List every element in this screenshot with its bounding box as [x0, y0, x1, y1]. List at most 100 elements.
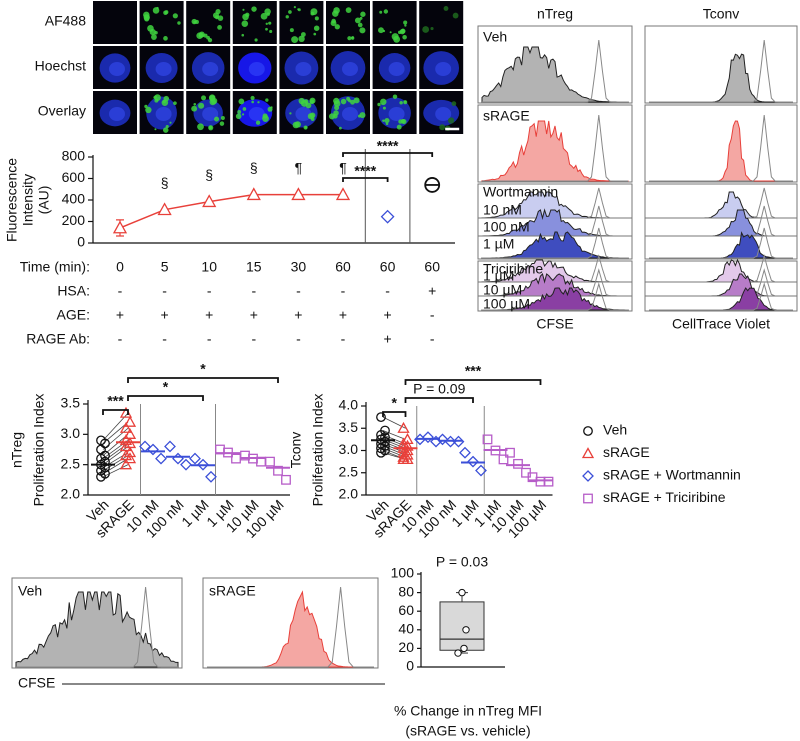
histogram-frame — [644, 25, 798, 104]
table-cell: + — [428, 283, 436, 299]
row-label: Veh — [483, 29, 507, 45]
table-cell: - — [118, 331, 123, 347]
af488-spot — [154, 95, 157, 99]
af488-spot — [345, 7, 352, 13]
row-sublabel: 10 nM — [483, 202, 522, 218]
af488-spot — [332, 10, 339, 17]
af488-spot — [266, 12, 270, 16]
row-label: Triciribine — [483, 261, 543, 277]
histogram — [207, 590, 374, 668]
row-label: Overlay — [38, 103, 86, 119]
y-tick-label: 0 — [406, 658, 414, 674]
nucleus-core — [435, 62, 452, 76]
bracket-label: *** — [107, 393, 124, 409]
af488-spot — [359, 27, 366, 34]
af488-spot — [298, 97, 305, 105]
row-sublabel: 1 µM — [483, 268, 514, 284]
bracket — [342, 177, 389, 182]
data-point — [123, 446, 137, 458]
af488-spot — [331, 18, 336, 24]
y-axis-label: Fluorescence — [4, 158, 20, 242]
table-cell: - — [251, 283, 256, 299]
af488-spot — [197, 123, 204, 131]
af488-spot — [177, 21, 181, 25]
reference-peak — [482, 282, 628, 311]
af488-spot — [242, 8, 245, 11]
af488-spot — [260, 12, 268, 20]
af488-spot — [241, 20, 249, 27]
data-point — [205, 470, 217, 483]
nucleus-core — [388, 62, 405, 76]
data-point — [164, 440, 176, 453]
nucleus-core — [202, 107, 219, 121]
x-tick-label: 15 — [246, 259, 262, 275]
data-point — [119, 440, 133, 452]
af488-spot — [350, 99, 355, 105]
y-tick-label: 3.0 — [61, 425, 81, 441]
af488-spot — [191, 18, 197, 25]
histogram-frame — [644, 260, 798, 312]
x-axis-label: CFSE — [18, 675, 55, 691]
data-point — [119, 434, 133, 446]
nucleus-core — [155, 62, 172, 76]
af488-spot — [404, 24, 407, 27]
af488-spot — [235, 113, 242, 120]
data-point — [291, 187, 306, 201]
table-cell: - — [341, 331, 346, 347]
column-x-label: CFSE — [536, 316, 573, 332]
table-row-label: HSA: — [57, 283, 90, 299]
table-cell: + — [339, 307, 347, 323]
row-sublabel: 100 nM — [483, 219, 530, 235]
af488-spot — [212, 12, 220, 19]
af488-spot — [145, 106, 152, 114]
legend-marker — [582, 470, 594, 482]
x-tick-label: 30 — [291, 259, 307, 275]
af488-spot — [400, 118, 406, 124]
af488-spot — [333, 110, 339, 116]
pair-line — [382, 430, 406, 440]
af488-spot — [219, 121, 225, 126]
af488-spot — [357, 22, 363, 28]
table-cell: + — [116, 307, 124, 323]
data-point — [475, 464, 487, 477]
af488-spot — [154, 98, 159, 103]
pair-line — [102, 446, 129, 465]
af488-spot — [169, 121, 172, 124]
table-cell: - — [118, 283, 123, 299]
table-row-label: RAGE Ab: — [26, 331, 90, 347]
data-point — [460, 644, 468, 653]
data-point — [123, 415, 137, 427]
histogram — [649, 120, 793, 182]
nucleus-core — [435, 107, 452, 121]
data-point — [96, 444, 106, 455]
micro-image — [93, 1, 137, 44]
af488-spot — [447, 117, 455, 124]
nucleus-core — [248, 107, 265, 121]
data-point — [422, 431, 434, 444]
af488-spot — [154, 128, 157, 131]
data-point — [112, 220, 128, 234]
histogram-frame — [644, 104, 798, 183]
nucleus-core — [388, 107, 405, 121]
af488-spot — [163, 36, 168, 41]
af488-spot — [198, 102, 205, 109]
af488-spot — [382, 106, 386, 110]
data-point — [197, 458, 209, 471]
table-cell: - — [430, 307, 435, 323]
y-tick-label: 600 — [62, 169, 86, 185]
af488-spot — [382, 29, 386, 33]
af488-spot — [265, 22, 268, 25]
panel-label: Veh — [18, 583, 42, 599]
data-point — [505, 447, 515, 458]
annotation: ¶ — [339, 159, 347, 175]
af488-spot — [208, 125, 214, 131]
af488-spot — [267, 106, 273, 112]
af488-spot — [254, 38, 258, 42]
data-point — [467, 455, 479, 468]
y-tick-label: 3.5 — [61, 395, 81, 411]
af488-spot — [303, 125, 308, 130]
af488-spot — [309, 112, 316, 119]
micro-image — [139, 1, 184, 44]
y-tick-label: 3.0 — [339, 441, 359, 457]
legend-label: sRAGE + Wortmannin — [603, 467, 741, 483]
